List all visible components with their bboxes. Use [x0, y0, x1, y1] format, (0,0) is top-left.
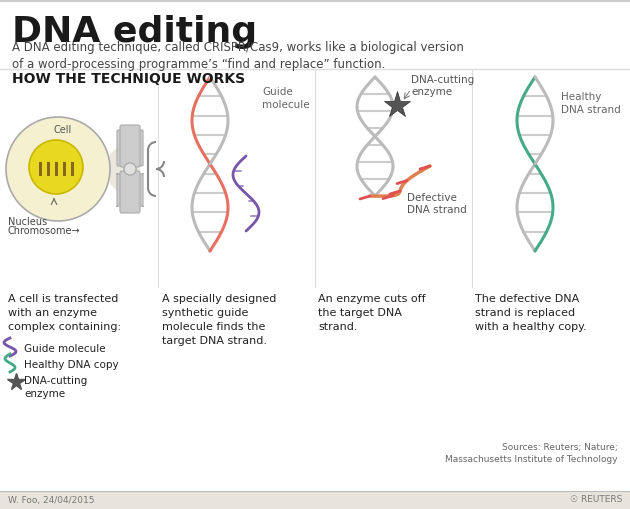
- Text: DNA editing: DNA editing: [12, 15, 257, 49]
- Bar: [47, 162, 50, 176]
- Text: Guide
molecule: Guide molecule: [262, 87, 309, 110]
- FancyBboxPatch shape: [120, 171, 140, 213]
- Text: Sources: Reuters; Nature;
Massachusetts Institute of Technology: Sources: Reuters; Nature; Massachusetts …: [445, 443, 618, 464]
- Text: ☉ REUTERS: ☉ REUTERS: [570, 495, 622, 504]
- Text: A DNA editing technique, called CRISPR/Cas9, works like a biological version
of : A DNA editing technique, called CRISPR/C…: [12, 41, 464, 71]
- Circle shape: [29, 140, 83, 194]
- FancyBboxPatch shape: [133, 130, 143, 166]
- Text: Cell: Cell: [54, 125, 72, 135]
- Text: Nucleus: Nucleus: [8, 217, 47, 227]
- FancyBboxPatch shape: [117, 130, 127, 166]
- Circle shape: [124, 163, 136, 175]
- Bar: [71, 162, 74, 176]
- Text: Guide molecule: Guide molecule: [24, 344, 106, 354]
- Text: An enzyme cuts off
the target DNA
strand.: An enzyme cuts off the target DNA strand…: [318, 294, 426, 332]
- FancyBboxPatch shape: [117, 173, 127, 207]
- Text: Chromosome→: Chromosome→: [8, 226, 81, 236]
- FancyBboxPatch shape: [120, 125, 140, 167]
- Bar: [38, 162, 42, 176]
- Text: W. Foo, 24/04/2015: W. Foo, 24/04/2015: [8, 495, 94, 504]
- Text: DNA-cutting
enzyme: DNA-cutting enzyme: [24, 376, 87, 399]
- Text: Defective
DNA strand: Defective DNA strand: [407, 193, 467, 215]
- Bar: [0, 491, 630, 509]
- Text: DNA-cutting
enzyme: DNA-cutting enzyme: [411, 75, 474, 97]
- Circle shape: [124, 163, 136, 175]
- Text: Healthy DNA copy: Healthy DNA copy: [24, 360, 118, 370]
- Bar: [62, 162, 66, 176]
- Text: A cell is transfected
with an enzyme
complex containing:: A cell is transfected with an enzyme com…: [8, 294, 121, 332]
- Text: A specially designed
synthetic guide
molecule finds the
target DNA strand.: A specially designed synthetic guide mol…: [162, 294, 277, 346]
- Circle shape: [6, 117, 110, 221]
- Text: The defective DNA
strand is replaced
with a healthy copy.: The defective DNA strand is replaced wit…: [475, 294, 587, 332]
- FancyBboxPatch shape: [133, 173, 143, 207]
- FancyBboxPatch shape: [0, 0, 630, 491]
- Text: Healthy
DNA strand: Healthy DNA strand: [561, 92, 621, 115]
- Text: HOW THE TECHNIQUE WORKS: HOW THE TECHNIQUE WORKS: [12, 72, 245, 86]
- Bar: [55, 162, 57, 176]
- Polygon shape: [110, 127, 140, 211]
